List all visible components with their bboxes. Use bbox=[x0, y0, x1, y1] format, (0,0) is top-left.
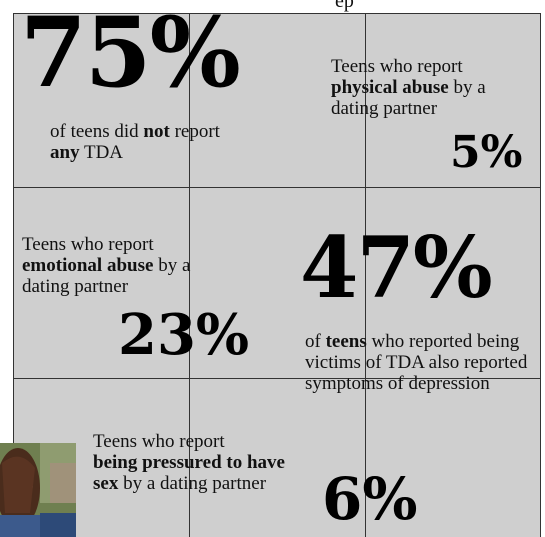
stat-pressured-caption: Teens who report being pressured to have … bbox=[93, 431, 308, 494]
stat-physical-caption-em: physical abuse bbox=[331, 77, 449, 98]
stat-75-value: 75% bbox=[20, 0, 241, 109]
stat-depression-caption-pre: of bbox=[305, 331, 326, 352]
top-caption: ep bbox=[335, 0, 354, 12]
stat-depression-value: 47% bbox=[300, 218, 493, 317]
stat-physical-caption-pre: Teens who report bbox=[331, 56, 463, 77]
stat-emotional-caption: Teens who report emotional abuse by a dat… bbox=[22, 234, 242, 297]
stat-pressured-caption-post: by a dating partner bbox=[118, 473, 267, 494]
stat-75-caption-post: TDA bbox=[79, 142, 124, 163]
grid-line-right bbox=[540, 13, 541, 537]
infographic-panel bbox=[13, 13, 541, 537]
grid-line-h2 bbox=[13, 378, 541, 379]
stat-physical-caption: Teens who report physical abuse by a dati… bbox=[331, 56, 531, 119]
grid-line-v2 bbox=[365, 13, 366, 537]
stat-75-caption-not: not bbox=[143, 121, 170, 142]
stat-depression-caption-em: teens bbox=[325, 331, 367, 352]
stat-75-caption: of teens did not report any TDA bbox=[50, 121, 290, 163]
stat-emotional-value: 23% bbox=[118, 302, 250, 368]
teen-portrait-photo bbox=[0, 443, 76, 537]
stat-depression-caption-post: who reported being victims of TDA also r… bbox=[305, 331, 528, 394]
teen-portrait-image bbox=[0, 443, 76, 537]
grid-line-h1 bbox=[13, 187, 541, 188]
stat-physical-value: 5% bbox=[450, 127, 523, 178]
stat-75-caption-mid: report bbox=[169, 121, 220, 142]
stat-pressured-caption-pre: Teens who report bbox=[93, 431, 225, 452]
stat-physical-caption-post: by a dating partner bbox=[331, 77, 486, 119]
stat-pressured-value: 6% bbox=[322, 465, 418, 533]
stat-emotional-caption-em: emotional abuse bbox=[22, 255, 154, 276]
stat-depression-caption: of teens who reported being victims of T… bbox=[305, 331, 533, 394]
stat-emotional-caption-post: by a dating partner bbox=[22, 255, 191, 297]
grid-line-top bbox=[13, 13, 541, 14]
stat-pressured-caption-em: being pressured to have sex bbox=[93, 452, 285, 494]
grid-line-v1 bbox=[189, 13, 190, 537]
stat-emotional-caption-pre: Teens who report bbox=[22, 234, 154, 255]
stat-75-caption-pre: of teens did bbox=[50, 121, 144, 142]
stat-75-caption-any: any bbox=[50, 142, 80, 163]
grid-line-left bbox=[13, 13, 14, 537]
